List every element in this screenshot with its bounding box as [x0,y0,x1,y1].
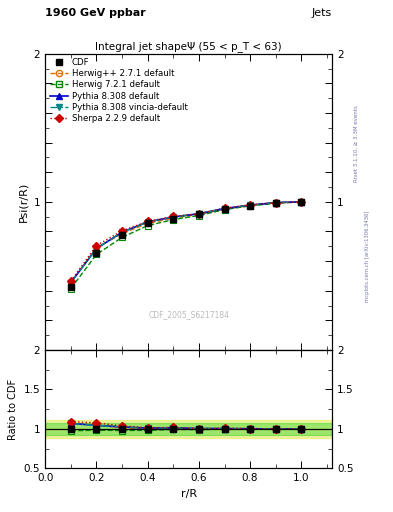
Text: Rivet 3.1.10, ≥ 3.3M events: Rivet 3.1.10, ≥ 3.3M events [354,105,359,182]
Text: 1960 GeV ppbar: 1960 GeV ppbar [45,8,146,18]
Legend: CDF, Herwig++ 2.7.1 default, Herwig 7.2.1 default, Pythia 8.308 default, Pythia : CDF, Herwig++ 2.7.1 default, Herwig 7.2.… [48,56,189,124]
Text: mcplots.cern.ch [arXiv:1306.3436]: mcplots.cern.ch [arXiv:1306.3436] [365,210,371,302]
Text: Jets: Jets [312,8,332,18]
Y-axis label: Ratio to CDF: Ratio to CDF [8,379,18,440]
Bar [45,419,332,438]
Text: CDF_2005_S6217184: CDF_2005_S6217184 [148,310,229,319]
Bar [45,423,332,435]
Title: Integral jet shapeΨ (55 < p_T < 63): Integral jet shapeΨ (55 < p_T < 63) [95,41,282,53]
X-axis label: r/R: r/R [180,489,197,499]
Y-axis label: Psi(r/R): Psi(r/R) [18,182,28,222]
